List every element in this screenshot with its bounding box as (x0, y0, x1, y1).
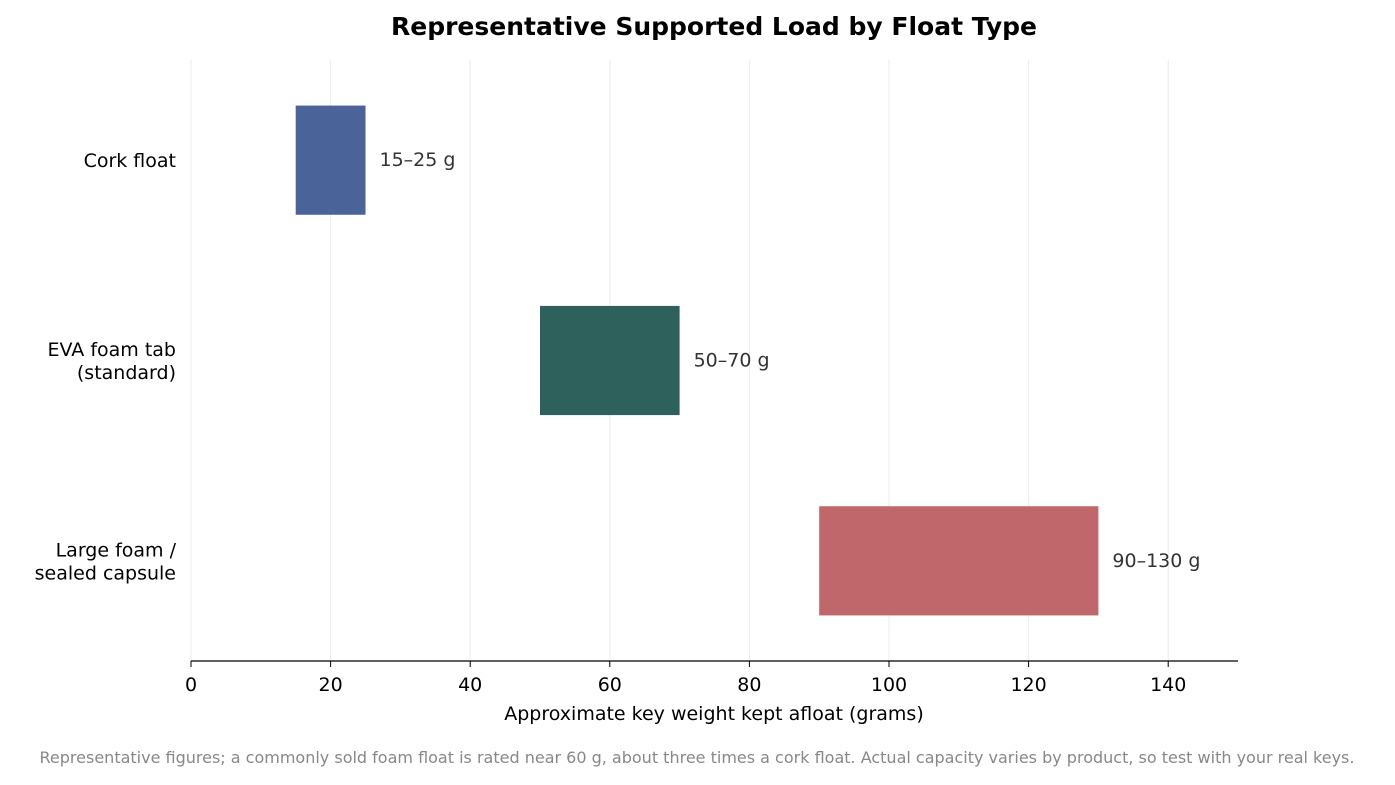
x-tick-label: 80 (737, 674, 761, 696)
bars: 15–25 g 50–70 g 90–130 g (295, 105, 1200, 616)
category-label: Large foam / (56, 539, 177, 561)
category-label: sealed capsule (35, 562, 176, 584)
footnote: Representative figures; a commonly sold … (40, 748, 1355, 767)
x-axis-ticks: 0 20 40 60 80 100 120 140 (185, 661, 1186, 696)
bar-value-label: 50–70 g (694, 350, 770, 372)
x-tick-label: 60 (598, 674, 622, 696)
category-labels: Cork float EVA foam tab(standard) Large fo… (35, 150, 177, 584)
x-tick-label: 0 (185, 674, 197, 696)
bar (295, 105, 366, 215)
bar (540, 305, 680, 416)
bar (819, 506, 1099, 616)
bar-value-label: 15–25 g (380, 149, 456, 171)
x-tick-label: 20 (319, 674, 343, 696)
category-label: EVA foam tab (48, 339, 176, 361)
x-tick-label: 120 (1010, 674, 1046, 696)
category-label: Cork float (84, 150, 176, 172)
x-tick-label: 140 (1150, 674, 1186, 696)
x-tick-label: 100 (871, 674, 907, 696)
x-axis-title: Approximate key weight kept afloat (gram… (504, 703, 923, 725)
chart-title: Representative Supported Load by Float T… (391, 12, 1037, 41)
bar-value-label: 90–130 g (1112, 550, 1200, 572)
category-label: (standard) (77, 362, 176, 384)
x-tick-label: 40 (458, 674, 482, 696)
